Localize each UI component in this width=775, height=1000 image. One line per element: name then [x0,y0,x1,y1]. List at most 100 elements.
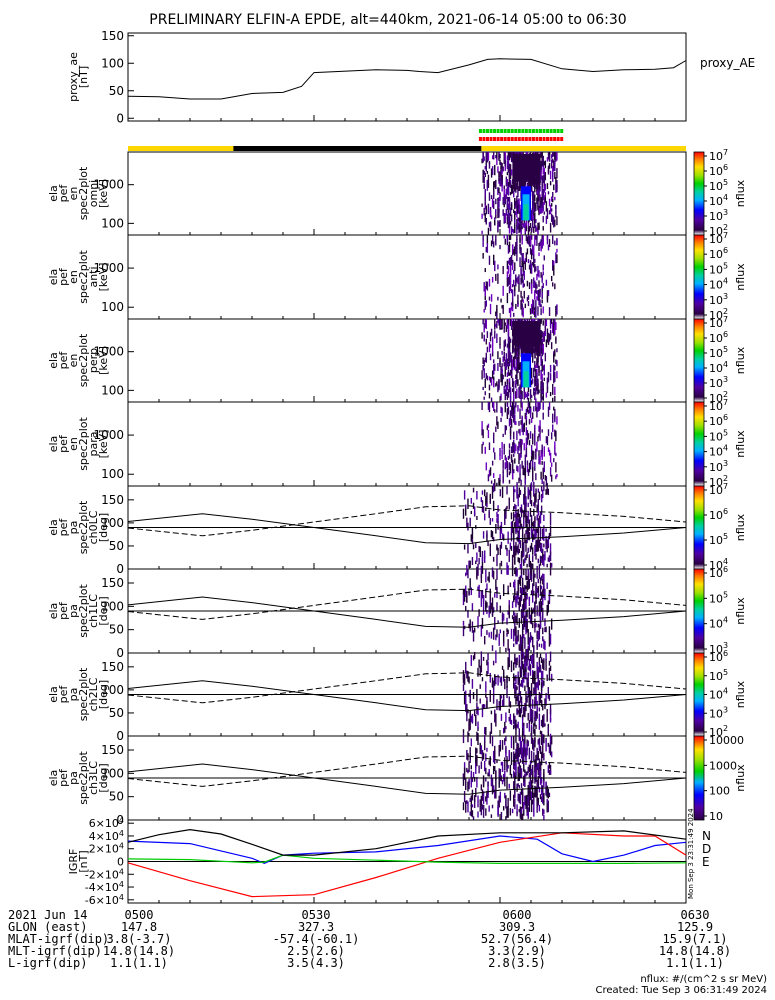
spectrogram-pixel [522,223,524,228]
spectrogram-pixel [510,457,513,463]
spectrogram-pixel [517,362,519,370]
spectrogram-pixel [506,198,509,208]
spectrogram-pixel [523,651,525,659]
spectrogram-pixel [506,292,509,304]
spectrogram-pixel [514,262,516,271]
spectrogram-pixel [535,306,537,312]
spectrogram-pixel [538,786,541,793]
spectrogram-pixel [495,238,497,246]
ytick-label: 1000 [93,178,124,192]
spectrogram-pixel [514,210,516,220]
spectrogram-pixel [518,548,520,554]
spectrogram-pixel [531,785,534,798]
spectrogram-pixel [531,555,534,562]
spectrogram-pixel [554,196,556,201]
spectrogram-pixel [529,632,532,641]
colorbar-tick-label: 10 [709,810,723,823]
spectrogram-pixel [487,661,489,674]
spectrogram-pixel [510,628,513,639]
spectrogram-pixel [524,466,527,476]
spectrogram-pixel [524,487,526,499]
spectrogram-pixel [506,155,509,161]
science-zone-marker [535,137,539,141]
status-bar-day [128,146,234,151]
spectrogram-pixel [498,701,500,711]
spectrogram-pixel [505,799,507,809]
science-zone-marker [542,129,546,133]
exponent: 4 [119,829,124,838]
spectrogram-pixel [540,731,543,744]
colorbar-tick-label: 106 [709,649,728,664]
spectrogram-pixel [483,360,485,367]
spectrogram-pixel [515,402,517,408]
spectrogram-pixel [536,565,538,579]
spectrogram-pixel [514,567,516,575]
spectrogram-pixel [547,488,550,496]
spectrogram-pixel [514,458,516,464]
spectrogram-pixel [508,462,511,471]
spectrogram-pixel [519,438,521,448]
spectrogram-pixel [480,598,483,607]
spectrogram-pixel [481,789,484,801]
spectrogram-pixel [476,755,478,761]
spectrogram-pixel [521,391,523,400]
spectrogram-pixel [508,152,511,161]
spectrogram-pixel [519,408,521,420]
spectrogram-pixel [507,332,510,341]
spectrogram-pixel [483,207,485,216]
spectrogram-pixel [485,681,487,693]
science-zone-marker [482,129,486,133]
spectrogram-pixel [540,592,543,600]
exponent: 4 [723,616,728,625]
spectrogram-pixel [520,438,522,450]
spectrogram-pixel [470,738,473,747]
spectrogram-pixel [517,544,519,555]
spectrogram-pixel [526,465,529,473]
spectrogram-pixel [541,396,543,400]
spectrogram-pixel [535,299,537,310]
spectrogram-pixel [538,433,540,438]
spectrogram-pixel [485,600,487,612]
science-zone-marker [514,129,518,133]
spectrogram-pixel [523,587,525,595]
colorbar-label: nflux [734,513,747,541]
science-zone-marker [521,129,525,133]
spectrogram-pixel [511,301,514,307]
spectrogram-pixel [530,417,533,423]
spectrogram-pixel [482,805,485,818]
colorbar-tick-label: 107 [709,315,728,330]
spectrogram-pixel [537,357,539,369]
ylabel-line: spec2plot [77,333,90,387]
spectrogram-pixel [476,490,478,500]
spectrogram-pixel [497,197,499,202]
spectrogram-pixel [472,502,475,509]
spectrogram-pixel [491,597,494,609]
spectrogram-pixel [527,574,529,579]
spectrogram-pixel [520,265,522,277]
spectrogram-pixel [536,377,538,383]
spectrogram-pixel [540,751,543,761]
ylabel-line: pef [57,184,70,203]
science-zone-marker [531,137,535,141]
spectrogram-pixel [489,303,492,315]
spectrogram-pixel [487,429,490,439]
igrf-legend-D: D [702,842,711,856]
spectrogram-pixel [510,532,513,542]
spectrogram-pixel [529,389,532,400]
spectrogram-pixel [533,576,535,583]
spectrogram-pixel [549,392,552,397]
spectrogram-pixel [515,200,517,207]
science-zone-marker [478,129,482,133]
spectrogram-pixel [484,738,486,751]
spectrogram-pixel [462,733,465,744]
science-zone-marker [531,129,535,133]
spectrogram-pixel [462,592,465,606]
spectrogram-pixel [501,761,504,771]
spectrogram-pixel [508,549,510,562]
panel-frame [127,32,687,122]
colorbar-tick-label: 106 [709,507,728,522]
spectrogram-pixel [495,781,497,786]
spectrogram-pixel [552,191,554,198]
